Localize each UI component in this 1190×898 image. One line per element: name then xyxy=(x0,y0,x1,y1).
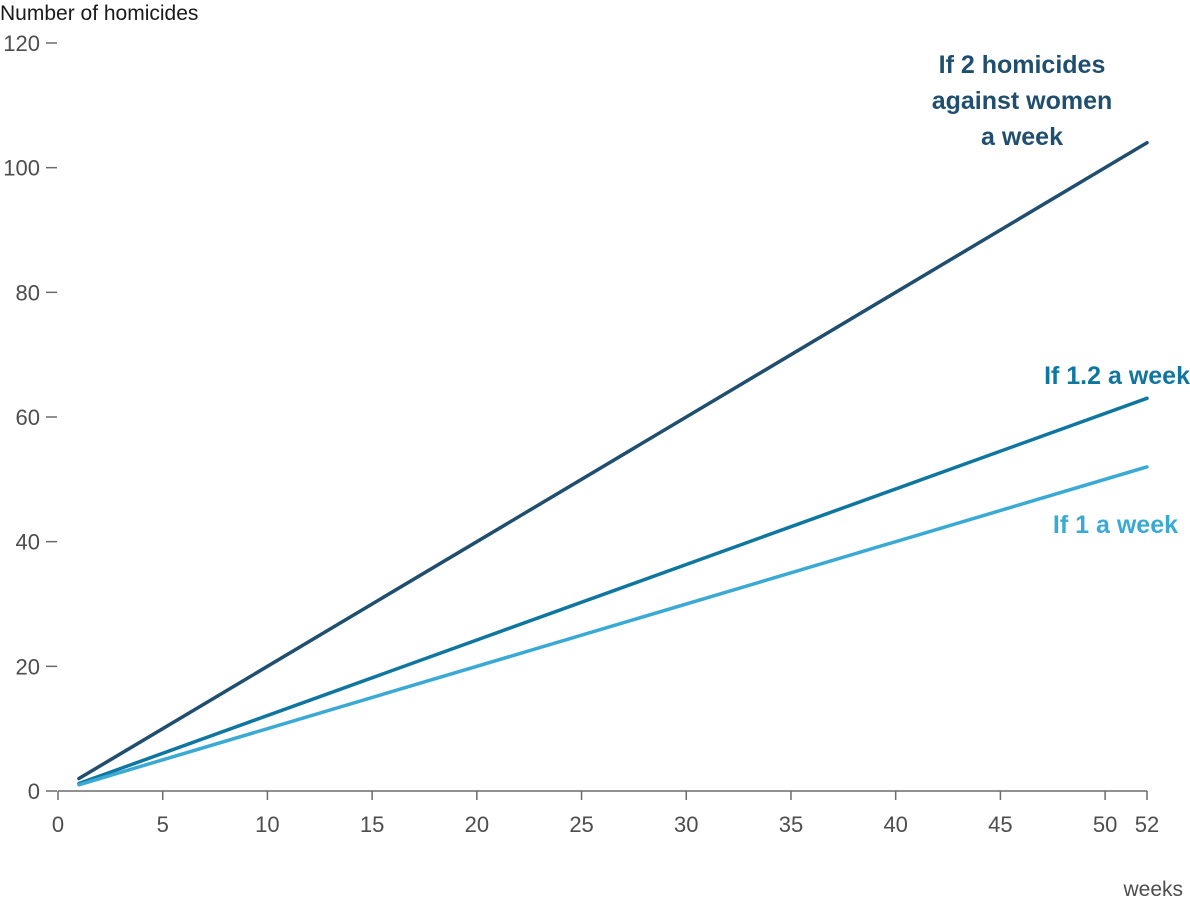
y-axis-title: Number of homicides xyxy=(0,2,198,25)
series-label: a week xyxy=(981,123,1063,151)
x-tick-label: 10 xyxy=(255,812,279,837)
series-label: If 2 homicides xyxy=(939,51,1106,79)
series-labels: If 2 homicides against women a week If 1.2 … xyxy=(932,51,1190,539)
y-tick-label: 80 xyxy=(16,280,40,305)
x-tick-label: 52 xyxy=(1135,812,1159,837)
series-line xyxy=(77,396,1149,786)
y-tick-label: 0 xyxy=(28,779,40,804)
y-tick-label: 60 xyxy=(16,405,40,430)
x-tick-label: 15 xyxy=(360,812,384,837)
y-axis: 0 20 40 60 80 100 120 xyxy=(3,31,57,804)
series-line xyxy=(77,140,1149,781)
x-tick-label: 35 xyxy=(779,812,803,837)
series-line xyxy=(77,465,1149,787)
x-tick-label: 45 xyxy=(988,812,1012,837)
series-label: against women xyxy=(932,87,1113,115)
series-group xyxy=(77,140,1149,787)
x-tick-label: 30 xyxy=(674,812,698,837)
x-tick-label: 25 xyxy=(569,812,593,837)
x-tick-label: 5 xyxy=(157,812,169,837)
x-axis: 0 5 10 15 20 25 30 35 40 45 50 52 xyxy=(52,790,1159,837)
y-tick-label: 100 xyxy=(3,156,40,181)
x-tick-label: 40 xyxy=(883,812,907,837)
x-axis-title: weeks xyxy=(1122,878,1183,898)
x-tick-label: 20 xyxy=(465,812,489,837)
series-label: If 1.2 a week xyxy=(1044,362,1190,390)
series-label: If 1 a week xyxy=(1053,511,1178,539)
y-tick-label: 40 xyxy=(16,530,40,555)
y-tick-label: 20 xyxy=(16,654,40,679)
x-tick-label: 50 xyxy=(1093,812,1117,837)
y-tick-label: 120 xyxy=(3,31,40,56)
x-tick-label: 0 xyxy=(52,812,64,837)
